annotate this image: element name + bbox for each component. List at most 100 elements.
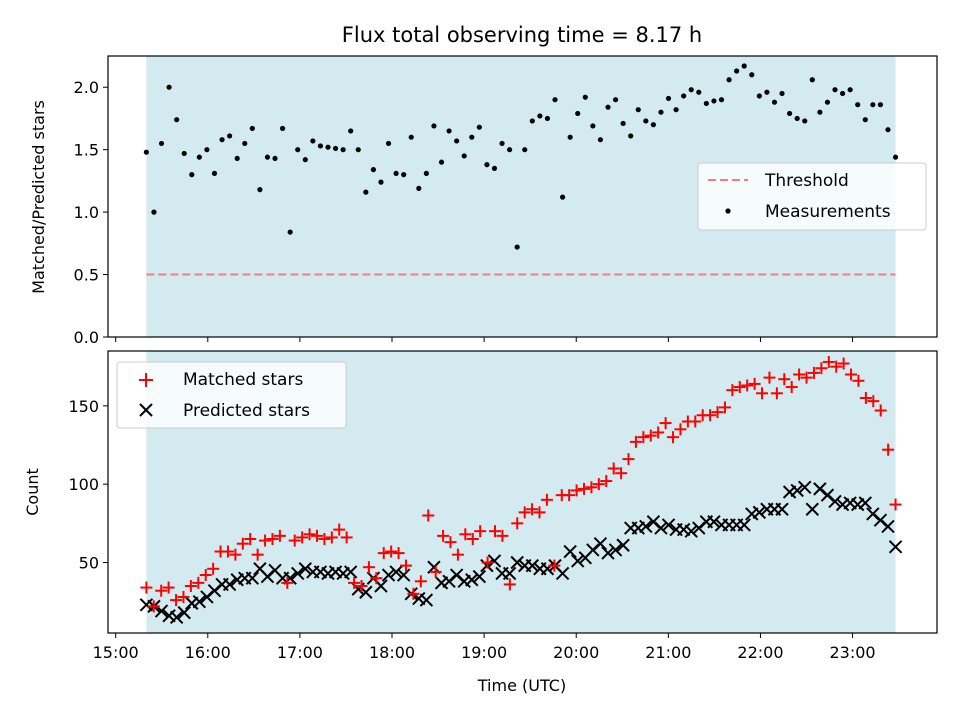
predicted-star-marker (169, 610, 184, 625)
matched-star-marker (800, 371, 813, 384)
measurement-point (310, 138, 316, 144)
matched-star-marker (385, 545, 398, 558)
measurement-point (537, 113, 543, 119)
matched-star-marker (526, 503, 539, 516)
measurement-point (779, 90, 785, 97)
matched-star-marker (392, 547, 405, 560)
x-tick-label: 15:00 (93, 643, 139, 662)
matched-star-marker (540, 493, 553, 506)
x-tick-label: 17:00 (277, 643, 323, 662)
legend-predicted-label: Predicted stars (183, 401, 310, 421)
matched-star-marker (266, 533, 279, 545)
measurement-point (385, 140, 392, 147)
measurement-point (423, 170, 429, 176)
top-x-ticks (115, 337, 854, 342)
matched-star-marker (325, 531, 338, 544)
measurement-point (688, 87, 694, 93)
top-y-tick-label: 1.5 (74, 141, 99, 160)
matched-star-marker (770, 387, 783, 400)
matched-star-marker (399, 559, 412, 572)
measurement-point (877, 102, 884, 108)
measurement-point (227, 133, 233, 139)
measurement-point (484, 162, 490, 168)
measurement-point (499, 140, 505, 147)
matched-star-marker (140, 581, 153, 594)
measurement-point (264, 154, 271, 160)
predicted-star-marker (510, 555, 524, 570)
matched-star-marker (852, 374, 865, 387)
measurement-point (756, 93, 762, 99)
measurement-point (718, 97, 725, 103)
matched-star-marker (207, 562, 220, 575)
measurement-point (507, 147, 513, 153)
top-y-tick-label: 0.0 (74, 328, 99, 347)
measurement-point (620, 120, 626, 127)
matched-star-marker (155, 584, 168, 597)
predicted-star-marker (707, 515, 721, 529)
measurement-point (438, 159, 445, 165)
measurement-point (242, 140, 248, 147)
matched-star-marker (629, 435, 642, 448)
matched-star-marker (882, 443, 895, 456)
matched-star-marker (815, 362, 828, 375)
predicted-star-marker (419, 593, 434, 607)
measurement-point (174, 117, 180, 123)
measurement-point (234, 155, 240, 162)
measurement-point (855, 102, 861, 108)
matched-star-marker (489, 525, 502, 538)
matched-star-marker (711, 406, 724, 419)
top-y-tick-label: 2.0 (74, 78, 99, 97)
measurement-point (885, 127, 891, 133)
predicted-star-marker (472, 569, 487, 584)
matched-star-marker (288, 534, 301, 547)
measurement-point (272, 155, 278, 162)
measurement-point (514, 244, 520, 250)
matched-star-marker (422, 509, 435, 522)
measurement-point (476, 124, 482, 130)
matched-star-marker (236, 537, 249, 550)
matched-star-marker (481, 556, 494, 569)
measurement-point (832, 87, 838, 93)
measurement-point (802, 118, 808, 124)
matched-star-marker (689, 415, 702, 428)
matched-star-marker (667, 431, 680, 444)
matched-star-marker (570, 484, 583, 497)
matched-star-marker (644, 429, 657, 442)
matched-star-marker (563, 489, 576, 502)
matched-star-marker (370, 572, 383, 585)
measurement-point (749, 72, 755, 78)
x-tick-label: 21:00 (645, 643, 691, 662)
matched-star-marker (659, 417, 672, 430)
matched-star-marker (533, 506, 546, 519)
measurement-point (567, 134, 573, 140)
predicted-star-marker (555, 566, 570, 581)
measurement-point (635, 107, 641, 113)
matched-star-marker (763, 371, 776, 384)
bottom-y-tick-label: 50 (79, 554, 99, 573)
measurement-point (787, 110, 793, 117)
matched-star-marker (296, 531, 309, 544)
measurement-point (469, 134, 475, 140)
predicted-star-marker (389, 565, 403, 579)
measurement-point (529, 118, 535, 124)
measurement-point (794, 115, 800, 122)
matched-star-marker (259, 534, 272, 547)
measurement-point (446, 128, 452, 134)
predicted-star-marker (805, 502, 820, 516)
measurement-point (824, 99, 831, 105)
predicted-star-marker (608, 543, 623, 557)
measurement-point (317, 143, 324, 149)
x-tick-label: 18:00 (369, 643, 415, 662)
matched-star-marker (548, 559, 561, 572)
matched-star-marker (244, 533, 257, 545)
measurement-point (817, 109, 823, 115)
measurement-point (650, 122, 656, 128)
matched-star-marker (785, 381, 798, 394)
predicted-star-marker (798, 480, 812, 495)
legend-matched-swatch (139, 373, 153, 387)
measurement-point (401, 172, 407, 178)
x-tick-label: 23:00 (830, 643, 876, 662)
measurement-point (211, 170, 218, 176)
matched-star-marker (184, 580, 197, 592)
matched-star-marker (793, 368, 806, 381)
